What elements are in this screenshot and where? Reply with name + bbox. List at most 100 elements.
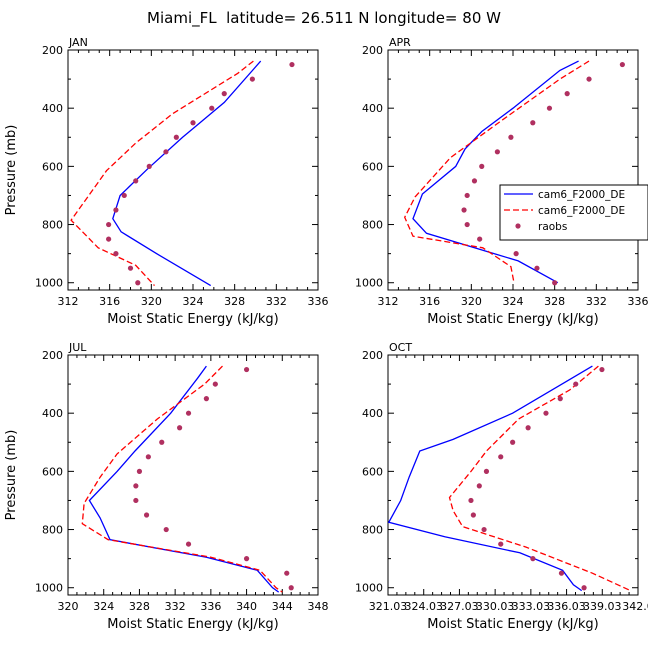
raobs-point [510, 439, 516, 445]
plot-frame [67, 49, 319, 291]
raobs-point [464, 192, 470, 199]
raobs-point [479, 163, 485, 169]
raobs-point [470, 512, 476, 518]
raobs-point [203, 396, 209, 402]
legend-label: cam6_F2000_DE [538, 205, 625, 217]
y-tick-label: 1000 [35, 582, 63, 595]
raobs-point [494, 149, 500, 155]
panel-title: APR [389, 36, 411, 49]
raobs-point [513, 251, 519, 257]
x-tick-label: 324 [503, 295, 524, 308]
raobs-point [483, 468, 490, 474]
raobs-point [163, 526, 169, 533]
model-line-dashed [448, 365, 631, 592]
x-tick-label: 324 [93, 600, 114, 613]
x-tick-label: 316 [419, 295, 440, 308]
raobs-point [289, 61, 295, 68]
raobs-point [558, 570, 565, 576]
raobs-point [146, 163, 152, 169]
plot-frame [67, 354, 319, 596]
y-tick-label: 200 [42, 44, 63, 57]
model-line-dashed [70, 60, 254, 287]
x-tick-label: 312 [378, 295, 399, 308]
x-tick-label: 339.03 [583, 600, 622, 613]
raobs-point [221, 91, 227, 97]
raobs-point [209, 105, 215, 111]
x-tick-label: 332 [266, 295, 287, 308]
x-tick-label: 324 [183, 295, 204, 308]
raobs-point [498, 541, 504, 547]
plot-data [81, 365, 294, 593]
panel-title: OCT [389, 341, 412, 354]
raobs-point [546, 105, 553, 111]
raobs-point [177, 425, 183, 431]
model-line-dashed [81, 365, 283, 593]
raobs-point [288, 585, 294, 591]
y-axis-label: Pressure (mb) [4, 125, 19, 216]
panel-title: JAN [68, 36, 88, 49]
plot-data [70, 60, 295, 287]
raobs-point [113, 251, 119, 257]
raobs-point [468, 497, 474, 504]
x-axis-label: Moist Static Energy (kJ/kg) [107, 617, 278, 632]
legend-marker [515, 223, 521, 229]
model-line-solid [388, 365, 593, 592]
raobs-point [145, 454, 151, 460]
raobs-point [573, 381, 579, 387]
raobs-point [508, 134, 514, 140]
raobs-point [586, 76, 592, 82]
plot-data [403, 60, 625, 286]
raobs-point [163, 149, 169, 155]
raobs-point [530, 120, 536, 126]
x-tick-label: 320 [461, 295, 482, 308]
x-tick-label: 328 [544, 295, 565, 308]
raobs-point [136, 468, 143, 474]
y-tick-label: 800 [362, 219, 383, 232]
raobs-point [212, 381, 218, 387]
raobs-point [133, 483, 139, 489]
y-tick-label: 200 [362, 349, 383, 362]
x-tick-label: 321.03 [369, 600, 408, 613]
raobs-point [461, 207, 467, 213]
y-tick-label: 600 [42, 465, 63, 478]
x-tick-label: 330.03 [476, 600, 515, 613]
raobs-point [471, 178, 478, 184]
raobs-point [477, 236, 483, 242]
model-line-solid [88, 365, 280, 593]
x-tick-label: 320 [58, 600, 79, 613]
x-tick-label: 336 [628, 295, 648, 308]
y-tick-label: 600 [362, 465, 383, 478]
y-tick-label: 400 [362, 407, 383, 420]
x-axis-label: Moist Static Energy (kJ/kg) [427, 312, 598, 327]
plot-frame [387, 354, 639, 596]
raobs-point [135, 280, 141, 286]
x-axis-label: Moist Static Energy (kJ/kg) [107, 312, 278, 327]
raobs-point [552, 280, 558, 286]
y-tick-label: 800 [42, 219, 63, 232]
raobs-point [543, 410, 549, 416]
x-tick-label: 336 [308, 295, 329, 308]
plot-data [388, 365, 631, 592]
raobs-point [127, 265, 134, 271]
raobs-point [185, 410, 192, 416]
raobs-point [106, 221, 112, 228]
raobs-point [106, 236, 112, 242]
x-tick-label: 342.0 [622, 600, 648, 613]
y-tick-label: 400 [42, 102, 63, 115]
y-tick-label: 400 [362, 102, 383, 115]
raobs-point [133, 178, 139, 184]
raobs-point [121, 192, 127, 199]
raobs-point [476, 483, 482, 489]
raobs-point [190, 120, 196, 126]
x-tick-label: 348 [308, 600, 329, 613]
raobs-point [619, 61, 625, 68]
model-line-solid [112, 60, 262, 287]
x-tick-label: 336 [200, 600, 221, 613]
raobs-point [173, 134, 179, 140]
raobs-point [185, 541, 192, 547]
chart-panel-oct: 321.03324.03327.03330.03333.03336.03339.… [355, 341, 648, 632]
x-tick-label: 316 [99, 295, 120, 308]
raobs-point [481, 526, 487, 533]
raobs-point [581, 585, 587, 591]
